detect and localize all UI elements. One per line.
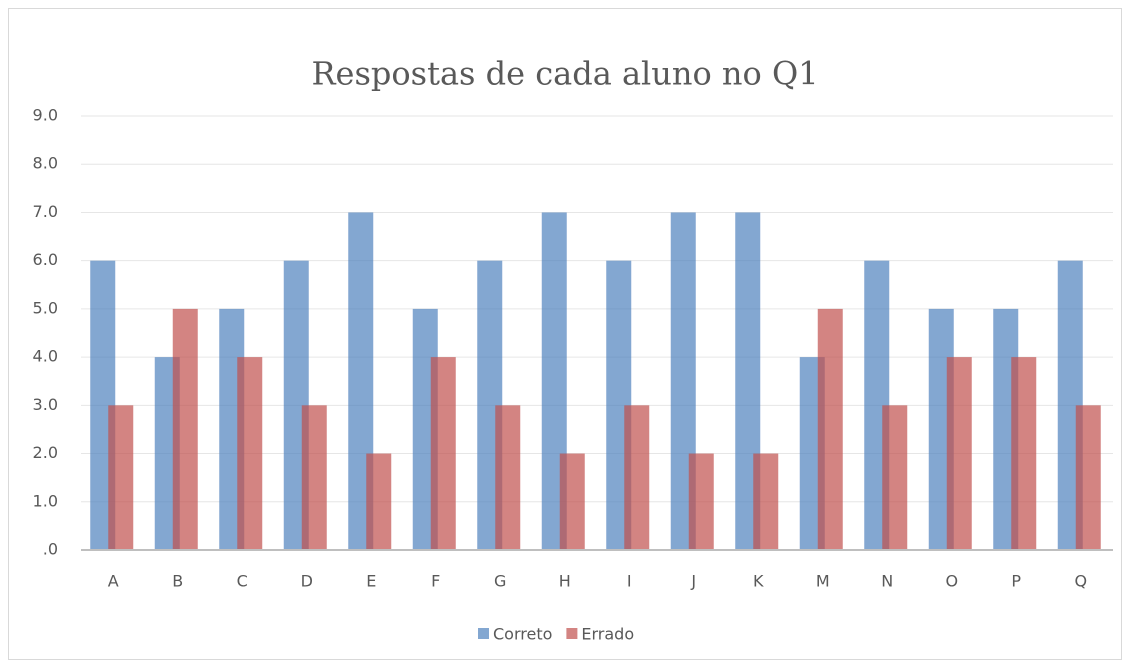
legend-label: Errado (581, 625, 634, 644)
bar (495, 405, 521, 550)
x-tick-label: P (1011, 572, 1021, 591)
bar (688, 453, 714, 550)
bar (817, 308, 843, 550)
y-tick-label: 3.0 (33, 395, 58, 414)
x-tick-label: O (945, 572, 958, 591)
bar (237, 357, 263, 550)
x-tick-label: F (431, 572, 440, 591)
y-tick-label: 9.0 (33, 106, 58, 125)
bar (366, 453, 392, 550)
x-tick-label: M (816, 572, 830, 591)
bar (882, 405, 908, 550)
bar (430, 357, 456, 550)
x-tick-label: G (494, 572, 506, 591)
x-tick-label: J (690, 572, 696, 591)
x-tick-label: Q (1074, 572, 1087, 591)
bar (1075, 405, 1101, 550)
x-tick-label: E (366, 572, 376, 591)
legend-label: Correto (493, 625, 552, 644)
x-tick-label: N (881, 572, 893, 591)
y-tick-label: 2.0 (33, 443, 58, 462)
bar (559, 453, 585, 550)
y-tick-label: 1.0 (33, 491, 58, 510)
bar (301, 405, 327, 550)
x-tick-label: A (108, 572, 119, 591)
y-tick-label: 5.0 (33, 298, 58, 317)
y-tick-label: 6.0 (33, 250, 58, 269)
y-tick-label: 8.0 (33, 154, 58, 173)
bar (1011, 357, 1037, 550)
y-tick-label: 4.0 (33, 347, 58, 366)
x-tick-label: I (627, 572, 632, 591)
x-tick-label: K (753, 572, 764, 591)
bar (753, 453, 779, 550)
x-tick-label: C (237, 572, 248, 591)
x-tick-label: D (301, 572, 313, 591)
bar (946, 357, 972, 550)
bar (172, 308, 198, 550)
legend-swatch (478, 628, 489, 639)
x-tick-label: B (172, 572, 183, 591)
bar (624, 405, 650, 550)
x-tick-label: H (559, 572, 571, 591)
legend-swatch (566, 628, 578, 639)
y-tick-label: .0 (43, 540, 58, 559)
y-tick-label: 7.0 (33, 202, 58, 221)
bar (108, 405, 134, 550)
chart-title: Respostas de cada aluno no Q1 (311, 55, 818, 93)
